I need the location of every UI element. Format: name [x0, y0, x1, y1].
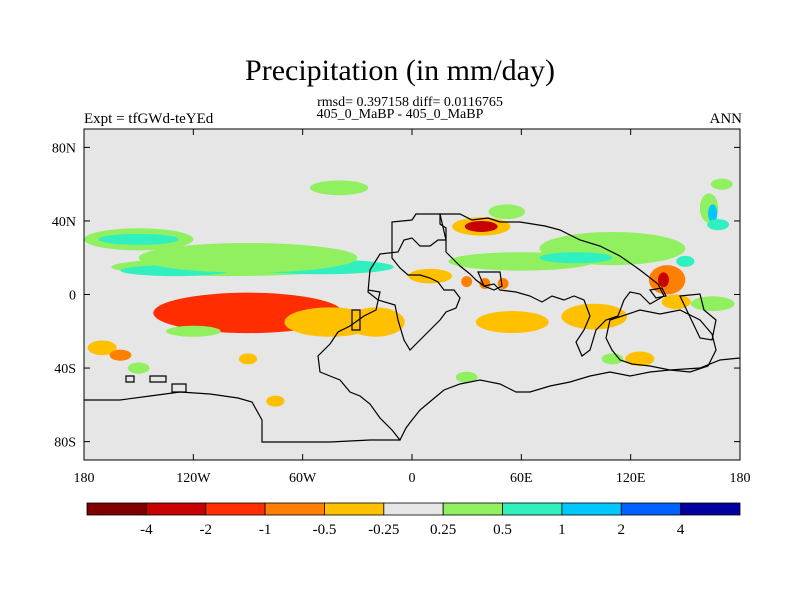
coastline-islands — [125, 287, 717, 393]
anomaly-region-40 — [676, 255, 695, 267]
colorbar-label: -4 — [140, 522, 153, 538]
anomaly-region-19 — [266, 395, 285, 407]
map-background — [84, 129, 740, 460]
x-tick-label: 180 — [730, 471, 751, 486]
colorbar-segment — [205, 502, 266, 516]
anomaly-region-17 — [109, 349, 132, 361]
colorbar-label: 2 — [618, 522, 626, 538]
anomaly-region-32 — [708, 204, 718, 223]
x-tick-label: 120E — [616, 471, 646, 486]
anomaly-region-6 — [561, 303, 628, 330]
anomaly-region-1 — [189, 300, 300, 323]
coastline-layer — [84, 213, 740, 443]
season-label: ANN — [709, 111, 743, 127]
y-tick-label: 0 — [69, 289, 76, 304]
colorbar-segment — [86, 502, 147, 516]
y-tick-label: 80S — [54, 436, 76, 451]
x-tick-label: 60W — [289, 471, 317, 486]
anomaly-region-16 — [87, 340, 117, 356]
anomaly-region-25 — [138, 243, 358, 273]
colorbar-segment — [383, 502, 444, 516]
anomaly-region-35 — [690, 296, 735, 312]
chart-title: Precipitation (in mm/day) — [245, 54, 555, 87]
colorbar-segment — [620, 502, 682, 516]
anomaly-region-5 — [475, 311, 549, 334]
anomaly-field-layer — [84, 178, 735, 407]
anomaly-region-4 — [408, 268, 453, 284]
anomaly-region-38 — [601, 353, 624, 365]
anomaly-region-33 — [710, 178, 733, 190]
colorbar-segment — [502, 502, 563, 516]
y-tick-label: 40S — [54, 362, 76, 377]
anomaly-region-39 — [455, 371, 478, 383]
coastline-antarctica — [84, 391, 400, 443]
anomaly-region-36 — [166, 325, 221, 337]
anomaly-region-26 — [309, 180, 369, 196]
y-tick-label: 40N — [52, 215, 76, 230]
colorbar: -4 -2 -1 -0.5 -0.25 0.25 0.5 1 2 4 — [86, 502, 741, 538]
colorbar-label: 0.5 — [493, 522, 512, 538]
x-tick-label: 120W — [176, 471, 211, 486]
colorbar-segment — [561, 502, 622, 516]
colorbar-segment — [264, 502, 325, 516]
colorbar-label: 1 — [558, 522, 566, 538]
colorbar-label: 4 — [677, 522, 685, 538]
colorbar-segment — [442, 502, 503, 516]
experiment-label: Expt = tfGWd-teYEd — [84, 111, 214, 127]
anomaly-region-10 — [625, 351, 655, 367]
anomaly-region-18 — [238, 353, 258, 365]
anomaly-region-12 — [464, 220, 498, 232]
coastline-australia — [605, 309, 717, 373]
colorbar-label: -0.5 — [313, 522, 337, 538]
anomaly-region-34 — [707, 219, 730, 231]
x-tick-label: 180 — [74, 471, 95, 486]
colorbar-segment — [145, 502, 207, 516]
colorbar-label: 0.25 — [430, 522, 456, 538]
colorbar-segment — [680, 502, 741, 516]
anomaly-region-9 — [661, 294, 691, 310]
case-line: 405_0_MaBP - 405_0_MaBP — [316, 107, 484, 122]
x-axis-ticks: 180 120W 60W 0 60E 120E 180 — [74, 129, 751, 486]
coastline-arabia — [477, 271, 503, 291]
colorbar-segment — [324, 502, 385, 516]
y-axis-ticks: 80N 40N 0 40S 80S — [52, 141, 740, 451]
anomaly-region-30 — [488, 204, 525, 220]
coastline-eurasia — [439, 213, 665, 357]
y-tick-label: 80N — [52, 141, 76, 156]
stats-line: rmsd= 0.397158 diff= 0.0116765 — [317, 95, 503, 110]
coastline-americas — [317, 289, 740, 442]
colorbar-label: -1 — [259, 522, 272, 538]
colorbar-label: -2 — [199, 522, 212, 538]
x-tick-label: 60E — [510, 471, 533, 486]
colorbar-label: -0.25 — [368, 522, 399, 538]
anomaly-region-8 — [658, 272, 669, 288]
anomaly-region-21 — [98, 233, 179, 245]
anomaly-region-3 — [346, 307, 405, 337]
x-tick-label: 0 — [409, 471, 416, 486]
anomaly-region-37 — [127, 362, 150, 374]
anomaly-region-29 — [539, 252, 613, 264]
anomaly-region-13 — [461, 276, 473, 288]
